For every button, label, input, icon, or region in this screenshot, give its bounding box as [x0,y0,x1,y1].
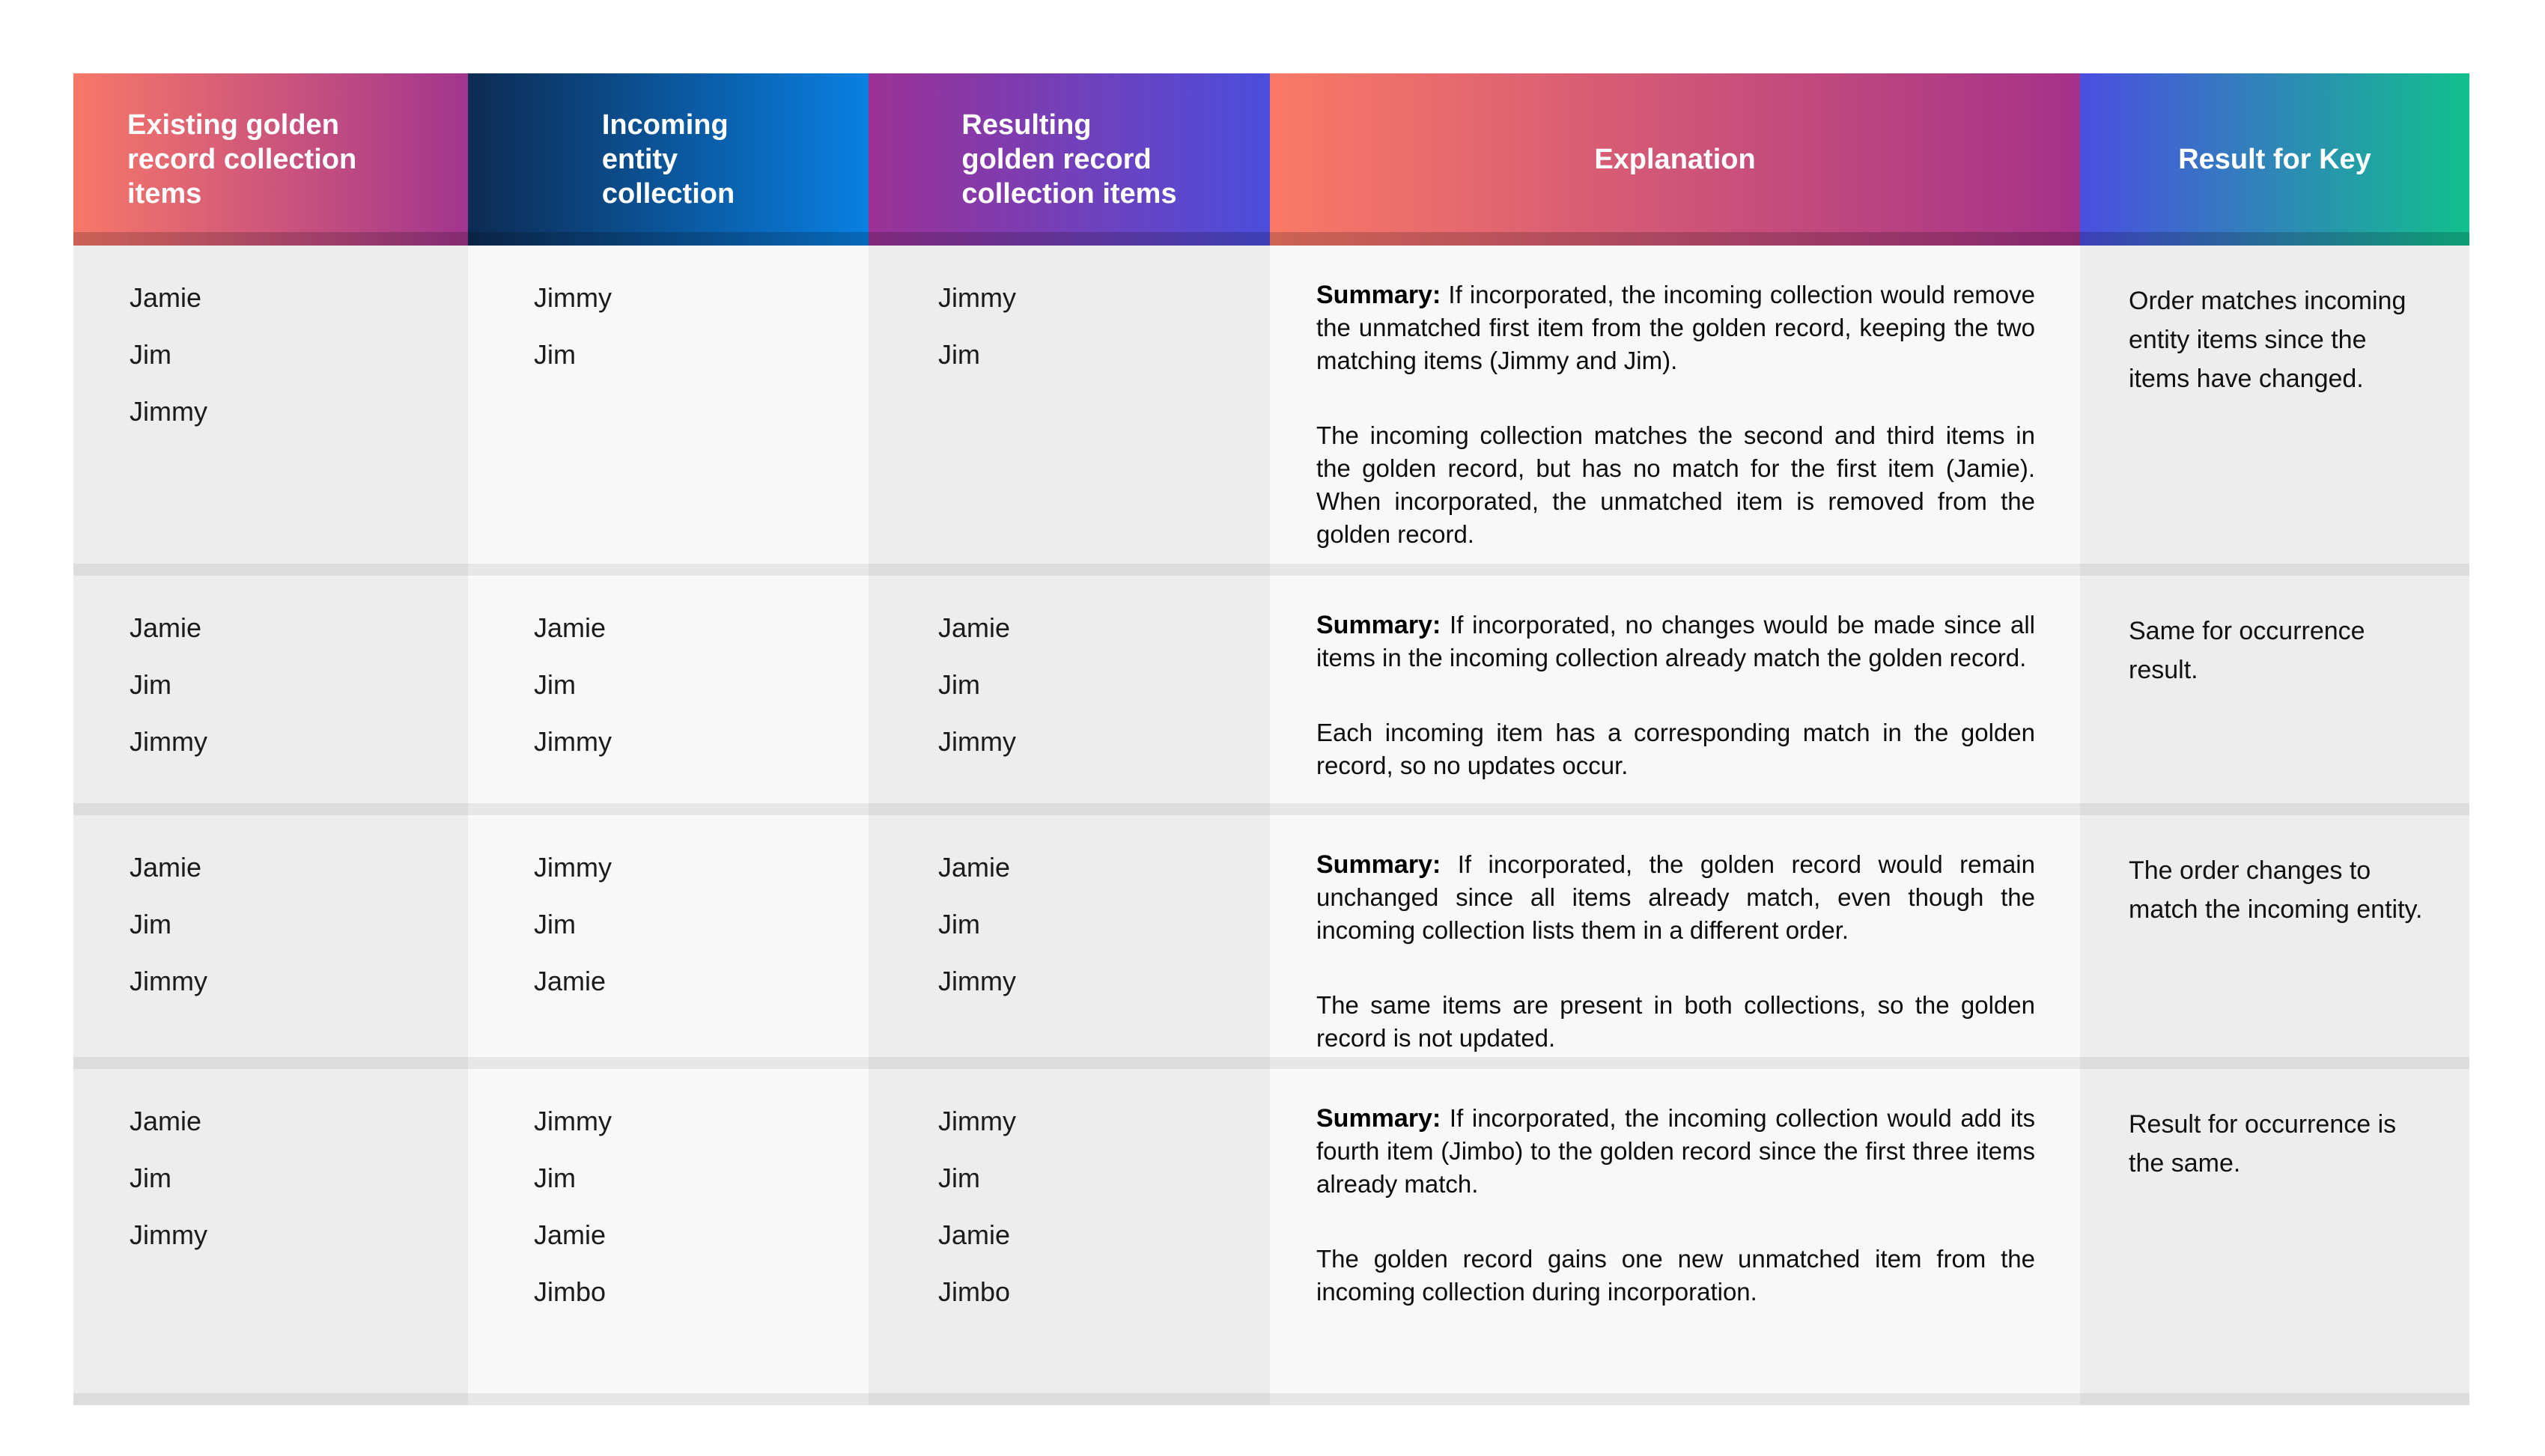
collection-item: Jimmy [938,726,1016,757]
collection-item: Jamie [938,1219,1011,1250]
incoming-items-cell: Jimmy Jim [468,246,869,576]
collection-item: Jim [130,909,171,939]
resulting-items-cell: Jamie Jim Jimmy [869,815,1270,1069]
collection-item: Jim [938,669,980,700]
explanation-detail: Each incoming item has a corresponding m… [1316,719,2035,779]
header-label: Existing golden record collection items [127,109,357,210]
incoming-items-cell: Jamie Jim Jimmy [468,576,869,815]
collection-item: Jimbo [534,1276,606,1307]
explanation-cell: Summary: If incorporated, the incoming c… [1270,1069,2080,1405]
header-existing-golden-record: Existing golden record collection items [73,73,468,246]
header-explanation: Explanation [1270,73,2080,246]
explanation-summary: Summary: If incorporated, the incoming c… [1316,1102,2035,1201]
collection-item: Jamie [130,852,202,883]
header-label: Explanation [1594,144,1756,175]
table-row: Jamie Jim Jimmy Jamie Jim Jimmy Jamie Ji… [73,576,2469,815]
collection-item: Jimmy [130,396,207,427]
existing-items-cell: Jamie Jim Jimmy [73,815,468,1069]
explanation-summary: Summary: If incorporated, no changes wou… [1316,609,2035,674]
collection-item: Jim [938,909,980,939]
header-label: Result for Key [2178,144,2371,175]
table-row: Jamie Jim Jimmy Jimmy Jim Jimmy Jim Summ… [73,246,2469,576]
header-result-for-key: Result for Key [2080,73,2469,246]
summary-text: If incorporated, the incoming collection… [1316,1104,2035,1198]
collection-item: Jimmy [534,726,612,757]
collection-item: Jimmy [938,282,1016,313]
comparison-table: Existing golden record collection items … [73,73,2469,1405]
collection-item: Jimmy [130,966,207,996]
collection-item: Jamie [534,966,606,996]
collection-item: Jim [938,1163,980,1193]
summary-label: Summary: [1316,1104,1441,1133]
summary-label: Summary: [1316,850,1441,879]
collection-item: Jimmy [130,726,207,757]
resulting-items-cell: Jimmy Jim [869,246,1270,576]
collection-item: Jim [130,669,171,700]
collection-item: Jamie [534,612,606,643]
table-header-row: Existing golden record collection items … [73,73,2469,246]
summary-label: Summary: [1316,281,1441,309]
collection-item: Jim [130,339,171,370]
collection-item: Jamie [130,282,202,313]
explanation-cell: Summary: If incorporated, no changes wou… [1270,576,2080,815]
header-label: Resulting golden record collection items [961,109,1177,210]
result-for-key-cell: Result for occurrence is the same. [2080,1069,2469,1405]
summary-text: If incorporated, the golden record would… [1316,850,2035,944]
existing-items-cell: Jamie Jim Jimmy [73,576,468,815]
result-for-key-cell: The order changes to match the incoming … [2080,815,2469,1069]
collection-item: Jamie [534,1219,606,1250]
collection-item: Jamie [130,1106,202,1136]
collection-item: Jimbo [938,1276,1011,1307]
result-for-key-cell: Order matches incoming entity items sinc… [2080,246,2469,576]
explanation-cell: Summary: If incorporated, the golden rec… [1270,815,2080,1069]
header-incoming-entity: Incoming entity collection [468,73,869,246]
header-label: Incoming entity collection [601,109,735,210]
summary-text: If incorporated, no changes would be mad… [1316,611,2036,671]
resulting-items-cell: Jamie Jim Jimmy [869,576,1270,815]
explanation-summary: Summary: If incorporated, the golden rec… [1316,848,2035,947]
explanation-detail: The golden record gains one new unmatche… [1316,1245,2035,1306]
collection-item: Jim [534,1163,576,1193]
collection-item: Jim [534,909,576,939]
collection-item: Jimmy [534,852,612,883]
result-for-key-cell: Same for occurrence result. [2080,576,2469,815]
header-resulting-golden-record: Resulting golden record collection items [869,73,1270,246]
resulting-items-cell: Jimmy Jim Jamie Jimbo [869,1069,1270,1405]
collection-item: Jamie [938,612,1011,643]
collection-item: Jimmy [938,1106,1016,1136]
collection-item: Jim [130,1163,171,1193]
collection-item: Jamie [130,612,202,643]
explanation-summary: Summary: If incorporated, the incoming c… [1316,278,2035,377]
incoming-items-cell: Jimmy Jim Jamie [468,815,869,1069]
explanation-detail: The same items are present in both colle… [1316,991,2035,1052]
table-row: Jamie Jim Jimmy Jimmy Jim Jamie Jamie Ji… [73,815,2469,1069]
collection-item: Jimmy [534,1106,612,1136]
collection-item: Jim [938,339,980,370]
collection-item: Jim [534,669,576,700]
explanation-cell: Summary: If incorporated, the incoming c… [1270,246,2080,576]
explanation-detail: The incoming collection matches the seco… [1316,421,2035,548]
existing-items-cell: Jamie Jim Jimmy [73,1069,468,1405]
table-row: Jamie Jim Jimmy Jimmy Jim Jamie Jimbo Ji… [73,1069,2469,1405]
summary-label: Summary: [1316,611,1441,639]
incoming-items-cell: Jimmy Jim Jamie Jimbo [468,1069,869,1405]
collection-item: Jamie [938,852,1011,883]
collection-item: Jimmy [130,1219,207,1250]
collection-item: Jim [534,339,576,370]
collection-item: Jimmy [938,966,1016,996]
summary-text: If incorporated, the incoming collection… [1316,281,2035,374]
collection-item: Jimmy [534,282,612,313]
existing-items-cell: Jamie Jim Jimmy [73,246,468,576]
